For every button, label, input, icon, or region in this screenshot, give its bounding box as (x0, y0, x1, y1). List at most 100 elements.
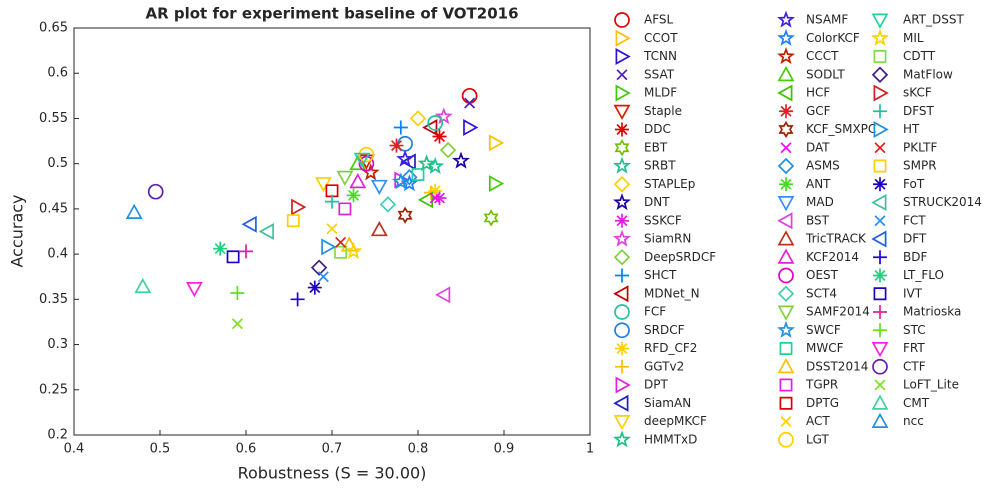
scatter-point (241, 215, 257, 233)
scatter-point (185, 282, 203, 298)
legend-label: FCF (644, 305, 666, 319)
legend-marker (615, 268, 629, 283)
legend-label: deepMKCF (644, 414, 707, 428)
legend-marker (613, 156, 631, 174)
legend-marker (614, 12, 630, 28)
legend-marker (615, 122, 629, 137)
scatter-point (370, 220, 388, 237)
legend-label: SODLT (806, 67, 845, 81)
x-tick-label: 0.4 (64, 442, 85, 457)
legend-marker (613, 430, 631, 448)
scatter-point (239, 244, 253, 259)
scatter-point (422, 119, 438, 136)
y-tick-label: 0.6 (47, 66, 68, 81)
scatter-point (336, 170, 354, 186)
legend-label: STC (903, 323, 926, 337)
scatter-point (286, 214, 300, 228)
legend-marker (873, 268, 887, 283)
legend-marker (777, 65, 795, 82)
legend-marker (614, 322, 630, 339)
legend-label: DFT (903, 232, 927, 246)
legend-label: FoT (903, 177, 925, 191)
legend-marker (777, 357, 795, 374)
scatter-point (125, 203, 143, 219)
scatter-point (434, 107, 453, 125)
legend-label: STAPLEp (644, 177, 695, 191)
legend-marker (780, 142, 792, 154)
legend-label: TricTRACK (805, 232, 867, 246)
legend-marker (777, 320, 795, 338)
legend-label: MIL (903, 31, 924, 45)
scatter-point (321, 238, 337, 256)
legend-marker (777, 84, 793, 102)
scatter-point (310, 259, 328, 276)
legend-label: LGT (806, 432, 830, 446)
legend-label: BDF (903, 250, 927, 264)
legend-marker (873, 84, 889, 102)
legend-label: DSST2014 (806, 359, 868, 373)
scatter-point (231, 318, 243, 330)
scatter-point (483, 209, 499, 227)
scatter-point (213, 241, 228, 256)
scatter-point (389, 138, 404, 153)
scatter-point (452, 151, 470, 169)
legend-label: DDC (644, 122, 671, 136)
legend-label: DPTG (806, 396, 839, 410)
y-tick-label: 0.4 (47, 247, 68, 262)
y-tick-label: 0.5 (47, 156, 68, 171)
scatter-point (379, 196, 397, 213)
legend-marker (779, 177, 793, 192)
legend-marker (874, 379, 886, 391)
y-tick-label: 0.2 (47, 428, 68, 443)
legend-label: MWCF (806, 341, 844, 355)
scatter-point (326, 223, 338, 235)
scatter-point (391, 172, 410, 190)
scatter-point (230, 286, 245, 301)
legend-marker (778, 431, 794, 448)
legend-marker (871, 342, 889, 358)
legend-marker (873, 121, 889, 138)
legend-marker (613, 415, 631, 431)
scatter-point (427, 115, 444, 131)
legend-marker (613, 229, 631, 247)
legend-label: MatFlow (903, 67, 953, 81)
legend-label: SMPR (903, 159, 937, 173)
y-tick-label: 0.3 (47, 337, 68, 352)
legend-label: TCNN (643, 49, 677, 63)
legend-marker (871, 13, 889, 29)
scatter-point (432, 129, 447, 144)
x-axis-label: Robustness (S = 30.00) (238, 464, 427, 483)
scatter-point (439, 141, 457, 159)
x-tick-label: 1 (586, 442, 594, 457)
legend-label: FRT (903, 341, 925, 355)
scatter-point (370, 179, 388, 196)
scatter-point (290, 292, 305, 307)
legend-label: MAD (806, 195, 834, 209)
scatter-point (432, 191, 447, 206)
legend-marker (777, 285, 795, 302)
legend-label: CCOT (644, 31, 678, 45)
scatter-point (463, 119, 479, 136)
legend-label: SWCF (806, 323, 841, 337)
legend-label: DeepSRDCF (644, 250, 716, 264)
legend-marker (871, 412, 889, 428)
legend-marker (613, 249, 631, 266)
scatter-point (134, 277, 152, 294)
legend-marker (874, 215, 886, 227)
legend-label: PKLTF (903, 140, 937, 154)
scatter-point (488, 134, 505, 152)
scatter-point (488, 175, 505, 193)
legend-marker (613, 394, 629, 412)
legend-label: GGTv2 (644, 359, 684, 373)
scatter-point (358, 155, 375, 172)
y-tick-label: 0.45 (39, 201, 68, 216)
legend-marker (615, 84, 631, 102)
scatter-point (349, 173, 367, 189)
legend-label: AFSL (644, 13, 674, 27)
legend-label: DAT (806, 140, 830, 154)
chart-title: AR plot for experiment baseline of VOT20… (145, 5, 518, 23)
y-tick-label: 0.25 (39, 382, 68, 397)
legend-label: KCF2014 (806, 250, 859, 264)
legend-marker (613, 193, 631, 211)
